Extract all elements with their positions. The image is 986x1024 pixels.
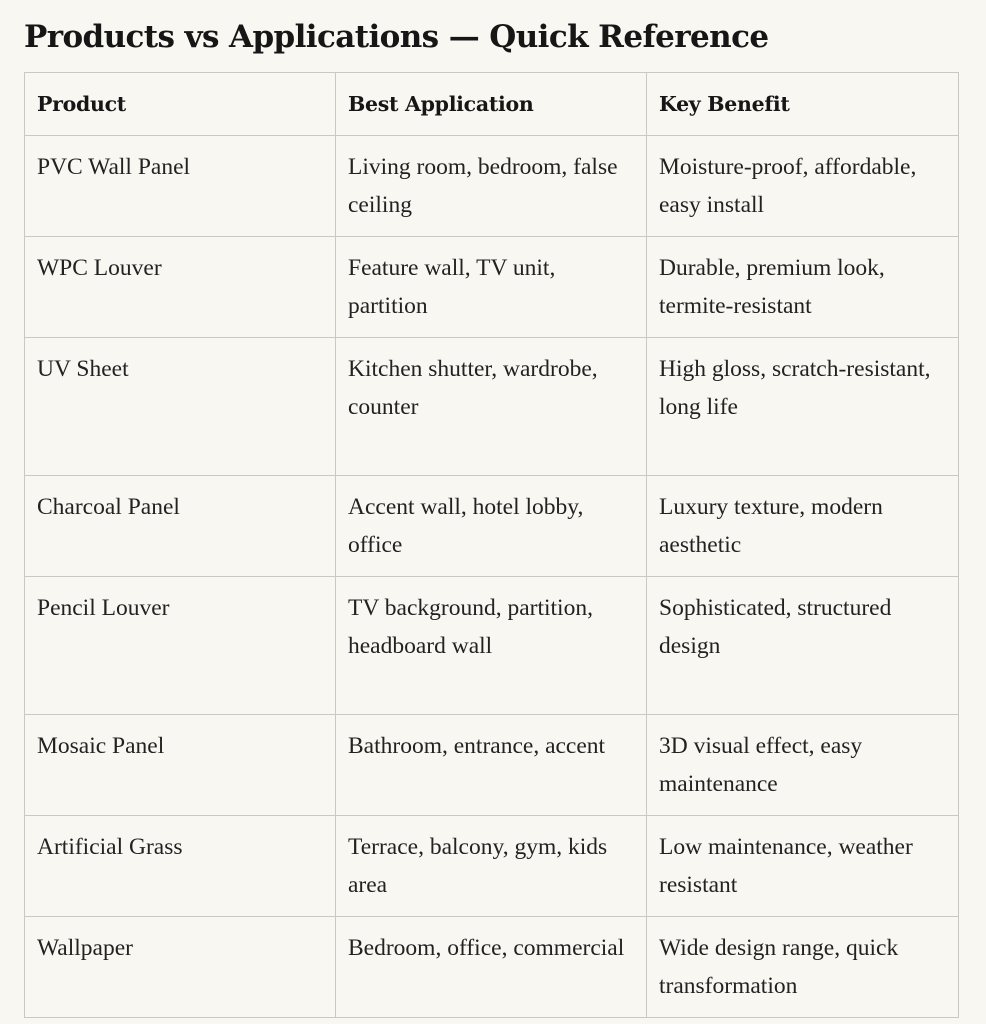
- reference-table: Product Best Application Key Benefit PVC…: [24, 72, 959, 1018]
- product-cell: Artificial Grass: [24, 815, 336, 917]
- product-cell: Charcoal Panel: [24, 475, 336, 577]
- table-row: UV Sheet Kitchen shutter, wardrobe, coun…: [24, 337, 959, 476]
- column-header-best-application: Best Application: [335, 72, 647, 136]
- application-cell: TV background, partition, headboard wall: [335, 576, 647, 715]
- benefit-cell: Wide design range, quick transformation: [646, 916, 959, 1018]
- benefit-cell: 3D visual effect, easy maintenance: [646, 714, 959, 816]
- column-header-key-benefit: Key Benefit: [646, 72, 959, 136]
- application-cell: Accent wall, hotel lobby, office: [335, 475, 647, 577]
- benefit-cell: Moisture-proof, affordable, easy install: [646, 135, 959, 237]
- page-title: Products vs Applications — Quick Referen…: [24, 19, 769, 55]
- table-row: Artificial Grass Terrace, balcony, gym, …: [24, 815, 959, 917]
- benefit-cell: High gloss, scratch-resistant, long life: [646, 337, 959, 476]
- benefit-cell: Luxury texture, modern aesthetic: [646, 475, 959, 577]
- benefit-cell: Low maintenance, weather resistant: [646, 815, 959, 917]
- application-cell: Kitchen shutter, wardrobe, counter: [335, 337, 647, 476]
- product-cell: Mosaic Panel: [24, 714, 336, 816]
- table-row: PVC Wall Panel Living room, bedroom, fal…: [24, 135, 959, 237]
- product-cell: Pencil Louver: [24, 576, 336, 715]
- application-cell: Living room, bedroom, false ceiling: [335, 135, 647, 237]
- table-row: WPC Louver Feature wall, TV unit, partit…: [24, 236, 959, 338]
- application-cell: Feature wall, TV unit, partition: [335, 236, 647, 338]
- application-cell: Terrace, balcony, gym, kids area: [335, 815, 647, 917]
- table-header-row: Product Best Application Key Benefit: [24, 72, 959, 136]
- table-row: Charcoal Panel Accent wall, hotel lobby,…: [24, 475, 959, 577]
- product-cell: WPC Louver: [24, 236, 336, 338]
- product-cell: PVC Wall Panel: [24, 135, 336, 237]
- table-row: Wallpaper Bedroom, office, commercial Wi…: [24, 916, 959, 1018]
- benefit-cell: Durable, premium look, termite-resistant: [646, 236, 959, 338]
- benefit-cell: Sophisticated, structured design: [646, 576, 959, 715]
- product-cell: UV Sheet: [24, 337, 336, 476]
- table-row: Pencil Louver TV background, partition, …: [24, 576, 959, 715]
- application-cell: Bedroom, office, commercial: [335, 916, 647, 1018]
- column-header-product: Product: [24, 72, 336, 136]
- product-cell: Wallpaper: [24, 916, 336, 1018]
- application-cell: Bathroom, entrance, accent: [335, 714, 647, 816]
- table-row: Mosaic Panel Bathroom, entrance, accent …: [24, 714, 959, 816]
